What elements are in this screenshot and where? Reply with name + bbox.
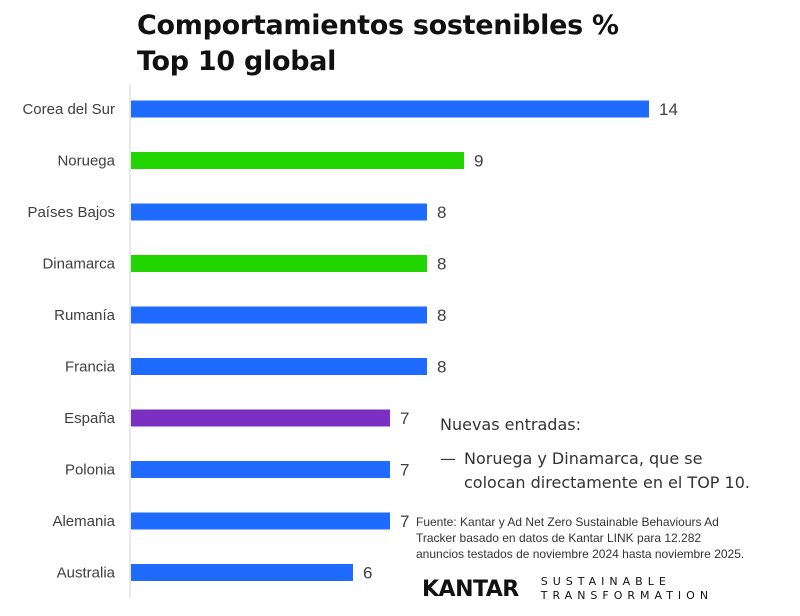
category-label: España: [64, 410, 116, 427]
note-item-line-2: colocan directamente en el TOP 10.: [464, 473, 750, 492]
title-line-1: Comportamientos sostenibles %: [137, 10, 619, 41]
category-label: Rumanía: [54, 307, 116, 324]
tagline-line-1: SUSTAINABLE: [540, 575, 671, 588]
source-note: Fuente: Kantar y Ad Net Zero Sustainable…: [416, 514, 786, 562]
note-item: — Noruega y Dinamarca, que se colocan di…: [440, 447, 750, 495]
data-label: 9: [474, 152, 483, 171]
data-label: 8: [437, 358, 446, 377]
category-label: Polonia: [65, 462, 116, 479]
bar-australia: [131, 564, 353, 581]
bar-alemania: [131, 512, 390, 530]
data-label: 7: [400, 409, 409, 428]
category-label: Dinamarca: [42, 256, 115, 273]
category-label: Australia: [57, 565, 116, 582]
data-label: 8: [437, 255, 446, 274]
brand-tagline: SUSTAINABLE TRANSFORMATION: [541, 575, 713, 603]
bar-dinamarca: [131, 255, 427, 272]
data-label: 7: [400, 461, 409, 480]
kantar-logo: KANTAR SUSTAINABLE TRANSFORMATION: [422, 575, 713, 603]
source-line-1: Fuente: Kantar y Ad Net Zero Sustainable…: [416, 515, 719, 529]
data-label: 14: [659, 100, 678, 119]
bar-países-bajos: [131, 203, 427, 221]
data-label: 8: [437, 306, 446, 325]
data-label: 8: [437, 203, 446, 222]
tagline-line-2: TRANSFORMATION: [540, 589, 714, 602]
bar-noruega: [131, 152, 464, 169]
source-line-2: Tracker basado en datos de Kantar LINK p…: [416, 531, 702, 545]
note-heading: Nuevas entradas:: [440, 415, 581, 434]
note-item-line-1: Noruega y Dinamarca, que se: [464, 449, 703, 468]
bar-rumanía: [131, 306, 427, 324]
chart-title: Comportamientos sostenibles % Top 10 glo…: [137, 8, 619, 80]
category-label: Noruega: [57, 153, 115, 170]
category-label: Francia: [65, 359, 116, 376]
source-line-3: anuncios testados de noviembre 2024 hast…: [416, 547, 745, 561]
category-label: Alemania: [52, 513, 115, 530]
bar-corea-del-sur: [131, 100, 649, 118]
new-entries-note: Nuevas entradas: — Noruega y Dinamarca, …: [440, 413, 750, 495]
brand-name: KANTAR: [422, 576, 519, 602]
category-label: Corea del Sur: [22, 101, 115, 118]
data-label: 6: [363, 564, 372, 583]
data-label: 7: [400, 512, 409, 531]
note-dash: —: [440, 449, 456, 468]
bar-francia: [131, 358, 427, 375]
title-line-2: Top 10 global: [137, 46, 337, 77]
bar-polonia: [131, 461, 390, 478]
category-label: Países Bajos: [27, 204, 115, 221]
bar-españa: [131, 409, 390, 427]
